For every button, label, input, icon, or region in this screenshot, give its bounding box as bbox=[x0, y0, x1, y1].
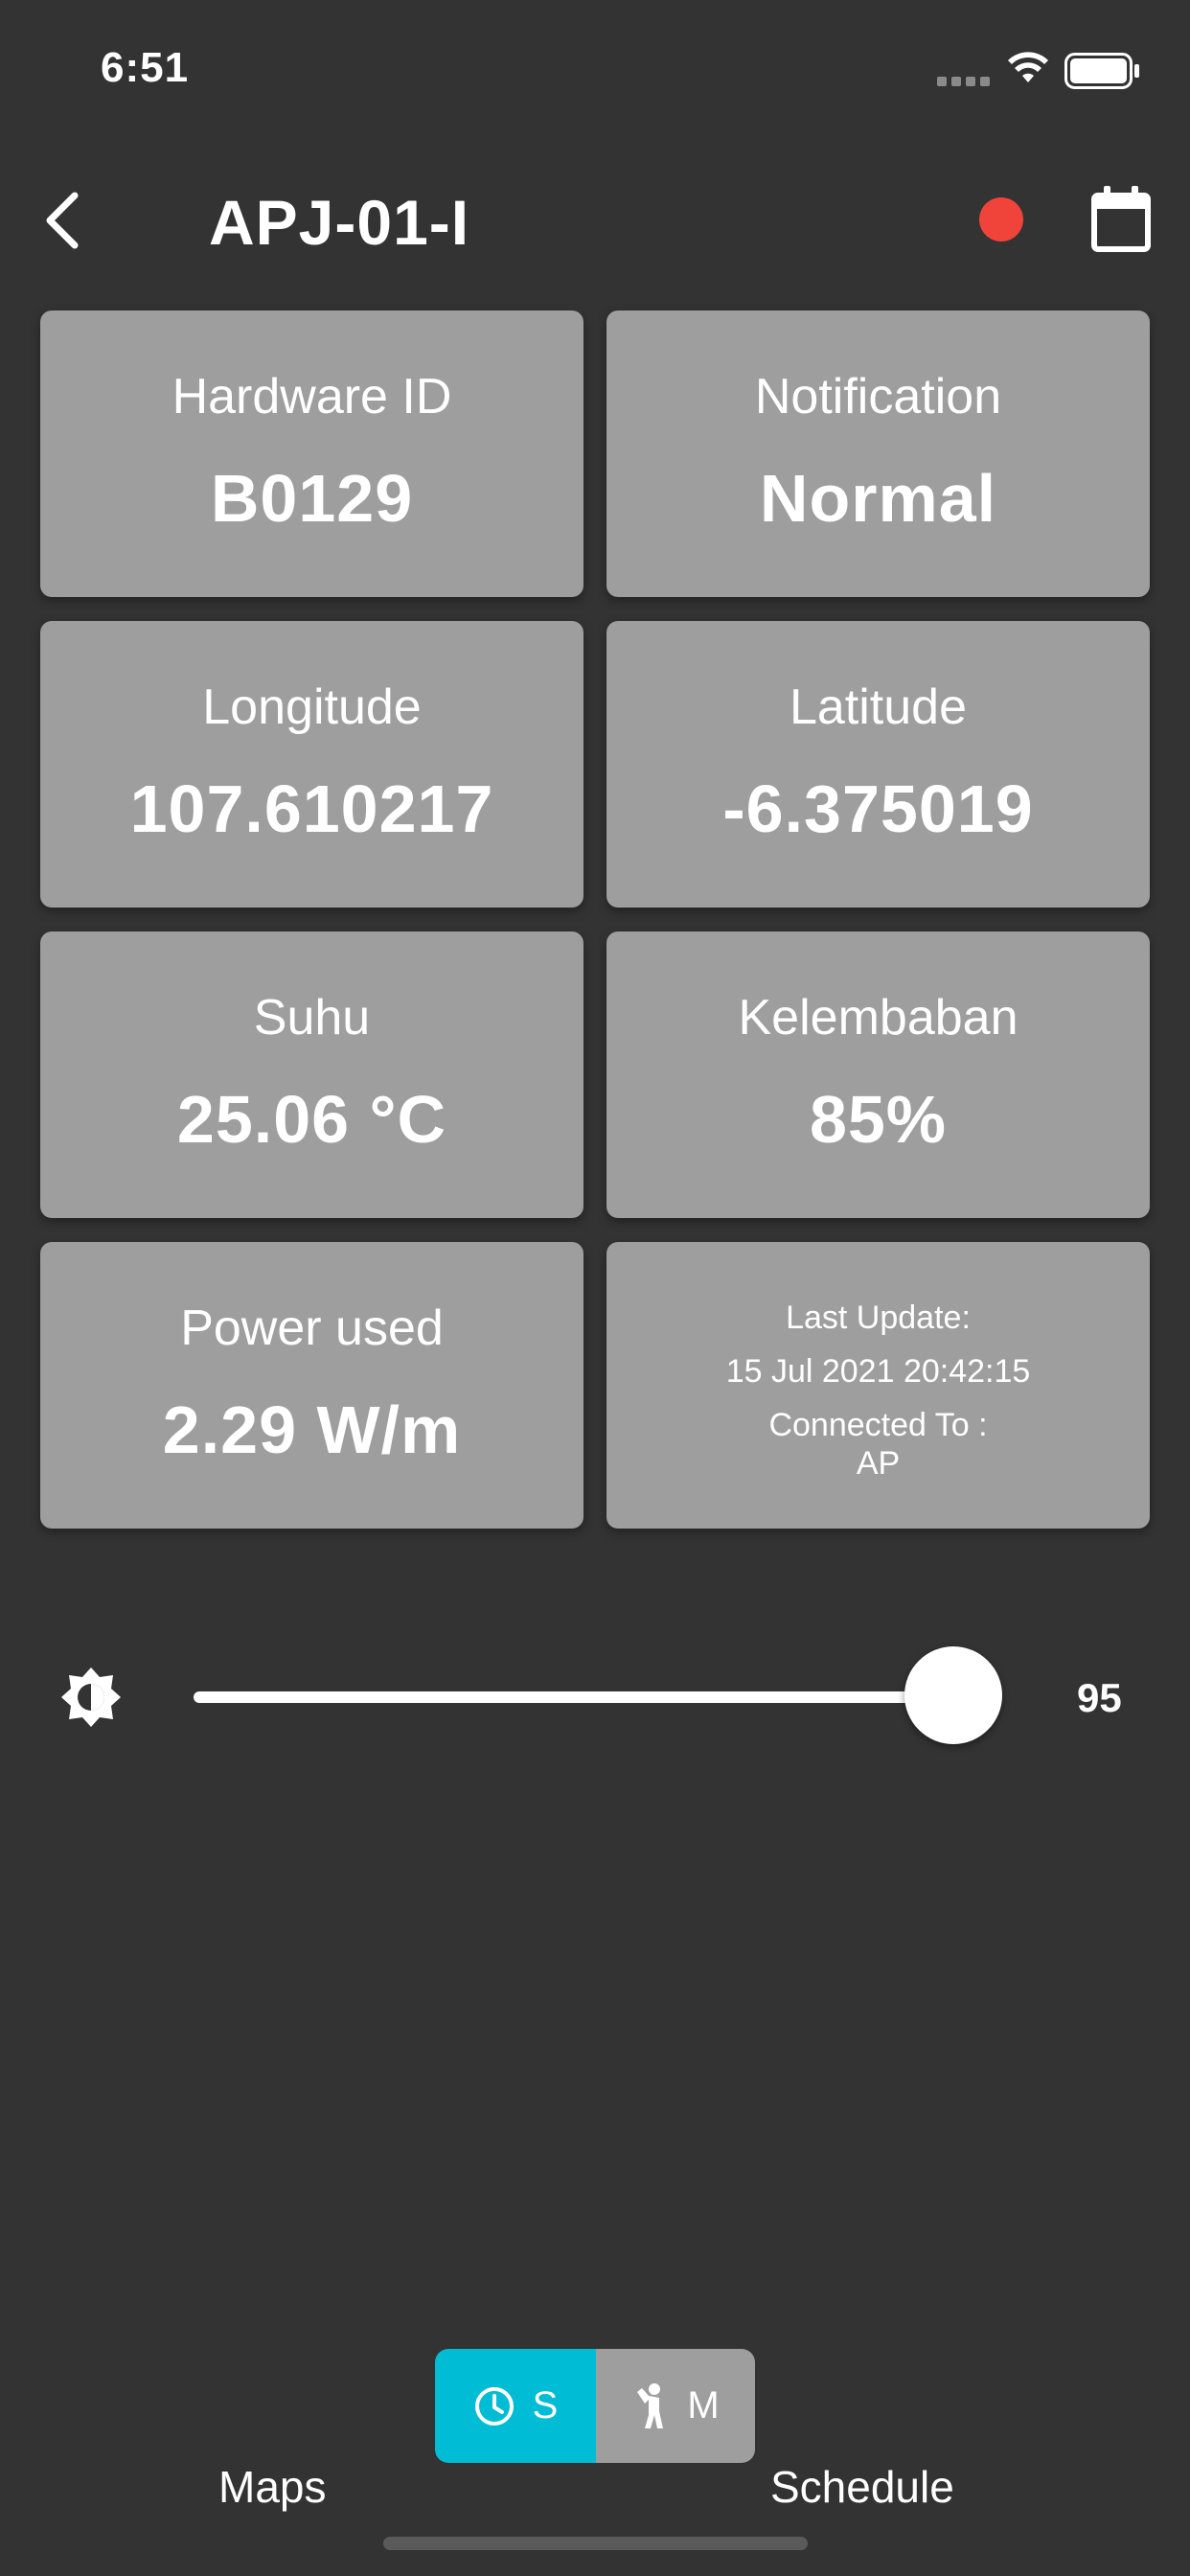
tab-maps[interactable]: Maps bbox=[218, 2462, 327, 2512]
calendar-icon bbox=[1091, 186, 1151, 252]
mode-s-label: S bbox=[532, 2384, 559, 2426]
last-update-value: 15 Jul 2021 20:42:15 bbox=[725, 1353, 1031, 1390]
manual-mode-button[interactable]: M bbox=[596, 2349, 755, 2463]
card-value: Normal bbox=[759, 461, 997, 536]
card-label: Hardware ID bbox=[172, 369, 452, 425]
calendar-button[interactable] bbox=[1090, 186, 1152, 253]
last-update-card: Last Update: 15 Jul 2021 20:42:15 Connec… bbox=[606, 1242, 1150, 1529]
wifi-icon bbox=[1008, 52, 1048, 82]
card-label: Power used bbox=[180, 1300, 444, 1356]
nav-header: APJ-01-I bbox=[0, 172, 1190, 268]
hardware-id-card: Hardware ID B0129 bbox=[40, 310, 584, 597]
suhu-card: Suhu 25.06 °C bbox=[40, 932, 584, 1218]
brightness-value: 95 bbox=[1077, 1675, 1122, 1720]
chevron-left-icon bbox=[46, 192, 79, 249]
back-button[interactable] bbox=[36, 184, 94, 257]
cellular-signal-icon bbox=[937, 77, 993, 86]
status-time: 6:51 bbox=[101, 44, 190, 91]
power-used-card: Power used 2.29 W/m bbox=[40, 1242, 584, 1529]
tab-schedule[interactable]: Schedule bbox=[770, 2462, 954, 2512]
card-value: B0129 bbox=[210, 461, 414, 536]
card-label: Longitude bbox=[202, 679, 422, 735]
home-indicator bbox=[383, 2537, 808, 2550]
connection-status-indicator bbox=[979, 197, 1023, 242]
mode-toggle: S M bbox=[435, 2349, 755, 2463]
brightness-icon bbox=[61, 1668, 121, 1727]
latitude-card: Latitude -6.375019 bbox=[606, 621, 1150, 908]
card-value: 25.06 °C bbox=[176, 1082, 447, 1157]
brightness-slider-thumb[interactable] bbox=[904, 1646, 1002, 1744]
card-label: Latitude bbox=[789, 679, 968, 735]
schedule-mode-button[interactable]: S bbox=[435, 2349, 596, 2463]
last-update-label: Last Update: bbox=[786, 1300, 971, 1336]
card-value: 85% bbox=[809, 1082, 948, 1157]
notification-card: Notification Normal bbox=[606, 310, 1150, 597]
card-value: -6.375019 bbox=[722, 771, 1034, 846]
brightness-control: 95 bbox=[0, 1639, 1190, 1754]
mode-m-label: M bbox=[687, 2384, 720, 2426]
clock-icon bbox=[474, 2386, 514, 2426]
longitude-card: Longitude 107.610217 bbox=[40, 621, 584, 908]
card-label: Kelembaban bbox=[738, 990, 1018, 1046]
battery-icon bbox=[1064, 53, 1139, 89]
card-value: 2.29 W/m bbox=[162, 1392, 462, 1467]
card-label: Suhu bbox=[253, 990, 371, 1046]
card-label: Notification bbox=[754, 369, 1002, 425]
person-icon bbox=[637, 2382, 664, 2428]
brightness-slider[interactable] bbox=[194, 1691, 998, 1703]
kelembaban-card: Kelembaban 85% bbox=[606, 932, 1150, 1218]
connected-to-label: Connected To : bbox=[768, 1407, 988, 1443]
status-bar: 6:51 bbox=[0, 0, 1190, 144]
page-title: APJ-01-I bbox=[209, 187, 470, 258]
card-value: 107.610217 bbox=[129, 771, 494, 846]
connected-to-value: AP bbox=[856, 1445, 901, 1482]
